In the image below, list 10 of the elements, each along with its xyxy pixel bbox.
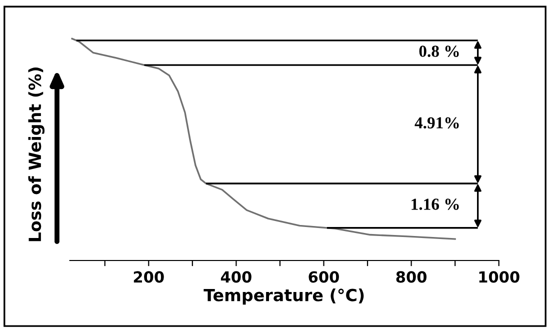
x-tick-label: 200 — [134, 271, 164, 283]
annotation: 1.16 % — [412, 198, 459, 210]
x-tick-label: 400 — [220, 271, 252, 283]
y-axis-title: Loss of Weight (%) — [28, 68, 45, 242]
x-tick-label: 800 — [396, 271, 427, 283]
annotation: 0.8 % — [419, 46, 459, 57]
x-tick-label: 600 — [308, 271, 339, 283]
x-tick-label: 1000 — [479, 271, 520, 283]
x-axis-title: Temperature (°C) — [204, 288, 364, 305]
annotation: 4.91% — [414, 117, 459, 129]
